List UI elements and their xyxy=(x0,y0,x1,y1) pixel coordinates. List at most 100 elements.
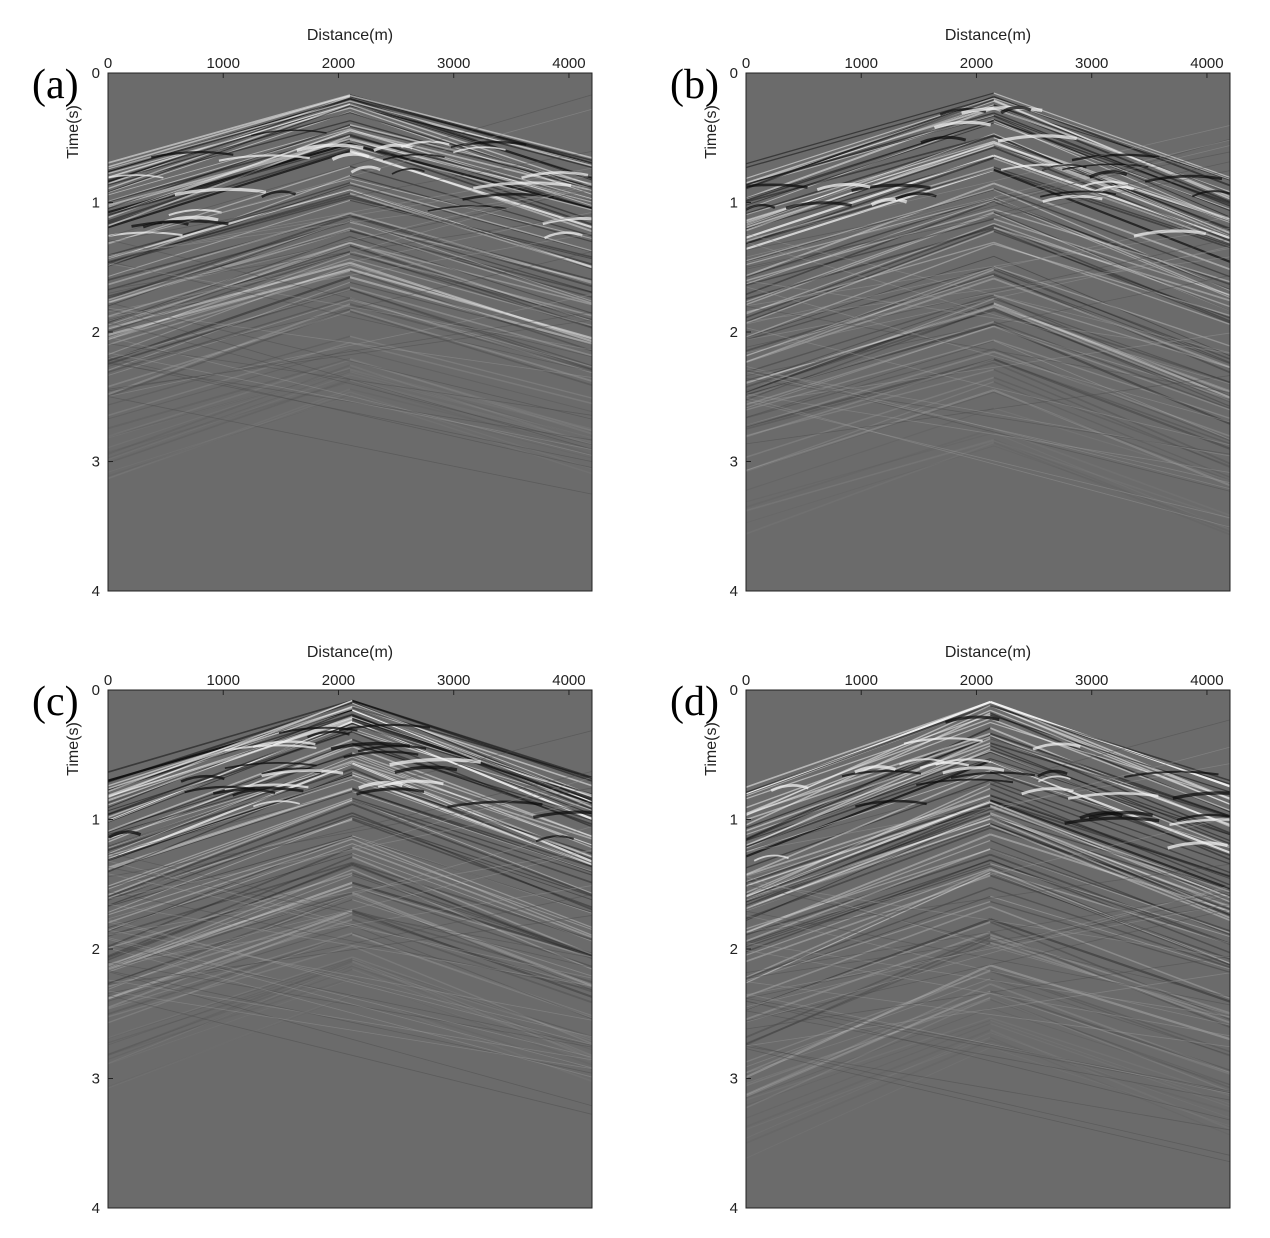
y-tick-label: 2 xyxy=(92,324,100,341)
moveout-line xyxy=(108,357,592,469)
wavefront-left xyxy=(746,241,994,313)
wavefront-left xyxy=(108,753,353,831)
wavefront-right xyxy=(989,1029,1230,1130)
moveout-line xyxy=(108,396,592,495)
wavefront-right xyxy=(349,229,592,294)
wavefront-right xyxy=(351,768,592,867)
wavefront-left xyxy=(108,763,353,835)
wavefront-right xyxy=(351,863,592,959)
wavefront-left xyxy=(746,218,994,286)
wavefront-left xyxy=(746,339,994,411)
y-axis-title: Time(s) xyxy=(703,722,720,776)
wavefront-left xyxy=(746,814,991,922)
wavefront-left xyxy=(746,803,991,899)
x-axis-title: Distance(m) xyxy=(945,27,1031,44)
wavefront-right xyxy=(990,1036,1230,1136)
wavefront-left xyxy=(746,748,991,849)
moveout-line xyxy=(108,849,592,936)
wavefront-right xyxy=(993,112,1230,207)
moveout-line xyxy=(746,1045,1230,1131)
wavefront-left xyxy=(108,245,351,329)
reflection-event xyxy=(532,810,592,819)
wavefront-right xyxy=(349,192,592,269)
wavefront-right xyxy=(351,774,592,866)
y-tick-label: 2 xyxy=(730,941,738,958)
wavefront-left xyxy=(108,977,353,1056)
wavefront-right xyxy=(990,996,1230,1089)
wavefront-right xyxy=(993,135,1230,231)
reflection-event xyxy=(394,765,458,775)
wavefront-right xyxy=(990,802,1230,903)
wavefront-right xyxy=(993,224,1230,322)
reflection-event xyxy=(895,192,937,201)
wavefront-right xyxy=(349,187,592,270)
wavefront-right xyxy=(993,298,1230,383)
reflection-event xyxy=(108,231,183,238)
moveout-line xyxy=(746,817,1230,934)
wavefront-right xyxy=(349,364,592,446)
wavefront-right xyxy=(990,934,1230,1014)
moveout-line xyxy=(108,873,592,979)
y-tick-label: 0 xyxy=(730,65,738,82)
wavefront-right xyxy=(993,243,1230,317)
moveout-line xyxy=(108,211,592,313)
wavefront-right xyxy=(349,388,592,450)
wavefront-right xyxy=(352,945,592,1045)
wavefront-right xyxy=(351,856,592,956)
y-tick-label: 3 xyxy=(730,1071,738,1088)
wavefront-right xyxy=(349,199,592,260)
wavefront-right xyxy=(990,833,1230,912)
reflection-event xyxy=(935,758,991,766)
wavefront-left xyxy=(108,105,351,193)
wavefront-left xyxy=(108,268,351,337)
wavefront-left xyxy=(108,956,353,1039)
wavefront-left xyxy=(108,187,351,256)
wavefront-left xyxy=(108,100,351,170)
wavefront-left xyxy=(746,298,994,392)
wavefront-left xyxy=(746,92,994,165)
wavefront-right xyxy=(990,895,1230,970)
reflection-event xyxy=(356,787,425,796)
wavefront-right xyxy=(349,197,592,258)
wavefront-left xyxy=(108,756,353,855)
wavefront-right xyxy=(349,178,592,239)
wavefront-right xyxy=(990,779,1230,865)
wavefront-left xyxy=(108,130,351,216)
panel-svg: 0 1000 2000 3000 4000 Distance(m) 0 1 2 3 4 Time(s)… xyxy=(670,644,1231,1217)
wavefront-left xyxy=(108,128,351,202)
wavefront-right xyxy=(990,795,1230,880)
wavefront-right xyxy=(352,742,592,821)
wavefront-left xyxy=(746,154,995,239)
wavefront-left xyxy=(108,843,353,931)
wavefront-right xyxy=(990,823,1230,911)
wavefront-left xyxy=(746,794,991,877)
wavefront-right xyxy=(993,441,1230,536)
wavefront-left xyxy=(746,887,991,979)
moveout-line xyxy=(746,887,1230,1008)
wavefront-right xyxy=(349,281,592,346)
moveout-line xyxy=(746,161,1230,270)
wavefront-right xyxy=(993,269,1230,360)
wavefront-left xyxy=(108,836,353,916)
reflection-event xyxy=(841,769,922,778)
wavefront-right xyxy=(349,94,592,159)
wavefront-left xyxy=(746,306,995,384)
wavefront-right xyxy=(993,188,1230,278)
reflection-event xyxy=(168,208,222,217)
wavefront-left xyxy=(108,368,351,438)
moveout-line xyxy=(746,1000,1230,1121)
x-tick-label: 3000 xyxy=(437,55,470,72)
wavefront-left xyxy=(746,157,995,245)
wavefront-left xyxy=(108,142,351,214)
wavefront-right xyxy=(993,218,1230,296)
wavefront-left xyxy=(746,302,995,393)
wavefront-right xyxy=(989,727,1230,828)
wavefront-right xyxy=(993,137,1230,223)
reflection-event xyxy=(343,750,419,759)
reflection-event xyxy=(1169,818,1230,827)
wavefront-right xyxy=(990,978,1230,1056)
reflection-event xyxy=(389,757,482,767)
y-axis-title: Time(s) xyxy=(703,105,720,159)
wavefront-right xyxy=(349,103,592,169)
wavefront-left xyxy=(108,94,351,168)
